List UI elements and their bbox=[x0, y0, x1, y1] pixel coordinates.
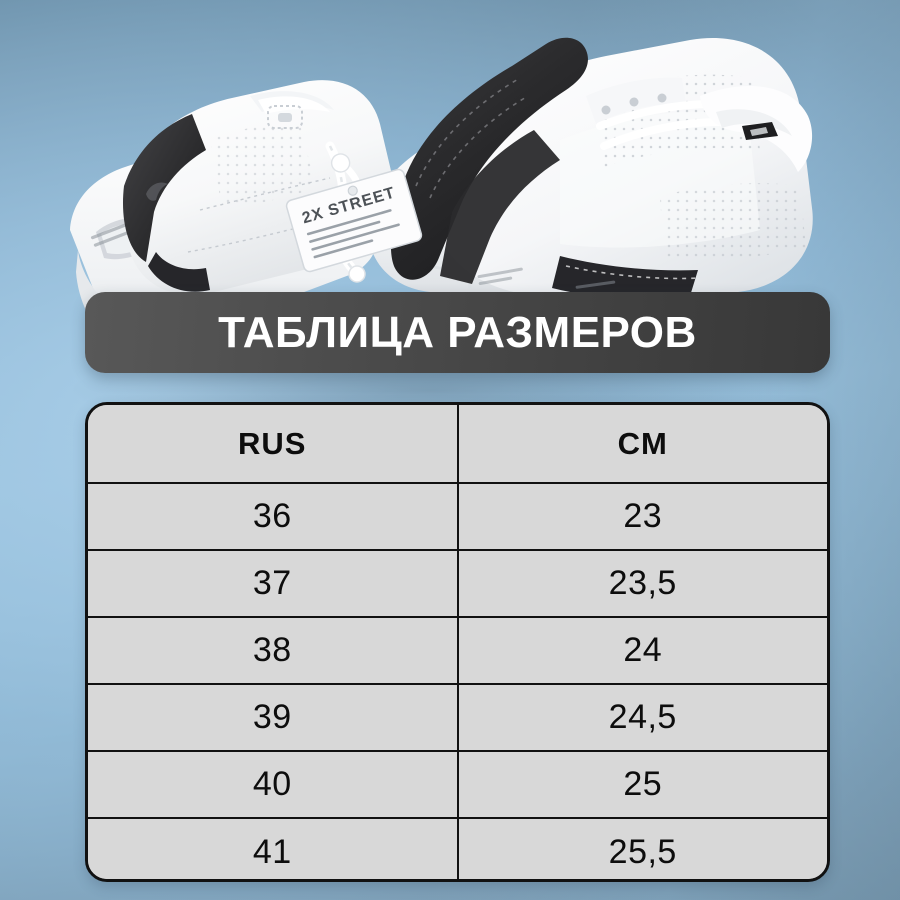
table-row: 41 25,5 bbox=[88, 818, 827, 879]
cell-rus: 38 bbox=[88, 617, 459, 685]
cell-rus: 40 bbox=[88, 751, 459, 819]
cell-cm: 24,5 bbox=[457, 684, 827, 752]
hangtag: 2X STREET bbox=[285, 153, 423, 273]
cell-rus: 37 bbox=[88, 550, 459, 618]
table-body: 36 23 37 23,5 38 24 39 24,5 40 25 41 25,… bbox=[88, 483, 827, 879]
right-sneaker bbox=[368, 37, 813, 309]
column-header-rus: RUS bbox=[88, 405, 459, 484]
cell-rus: 36 bbox=[88, 483, 459, 551]
cell-cm: 23 bbox=[457, 483, 827, 551]
table-header-row: RUS CM bbox=[88, 405, 827, 484]
cell-rus: 41 bbox=[88, 818, 459, 879]
table-row: 37 23,5 bbox=[88, 550, 827, 618]
column-header-cm: CM bbox=[457, 405, 827, 484]
cell-cm: 25 bbox=[457, 751, 827, 819]
table-header: RUS CM bbox=[88, 405, 827, 484]
white-sneakers-photo: 2X STREET bbox=[0, 0, 900, 420]
size-table: RUS CM 36 23 37 23,5 38 24 39 24,5 40 bbox=[88, 405, 827, 879]
cell-cm: 24 bbox=[457, 617, 827, 685]
table-row: 39 24,5 bbox=[88, 684, 827, 752]
cell-cm: 25,5 bbox=[608, 832, 677, 871]
cell-cm: 23,5 bbox=[457, 550, 827, 618]
table-row: 36 23 bbox=[88, 483, 827, 551]
table-row: 40 25 bbox=[88, 751, 827, 819]
size-chart-title-banner: ТАБЛИЦА РАЗМЕРОВ bbox=[85, 292, 830, 373]
page-title: ТАБЛИЦА РАЗМЕРОВ bbox=[218, 307, 697, 357]
cell-rus: 39 bbox=[88, 684, 459, 752]
table-row: 38 24 bbox=[88, 617, 827, 685]
size-table-container: RUS CM 36 23 37 23,5 38 24 39 24,5 40 bbox=[85, 402, 830, 882]
